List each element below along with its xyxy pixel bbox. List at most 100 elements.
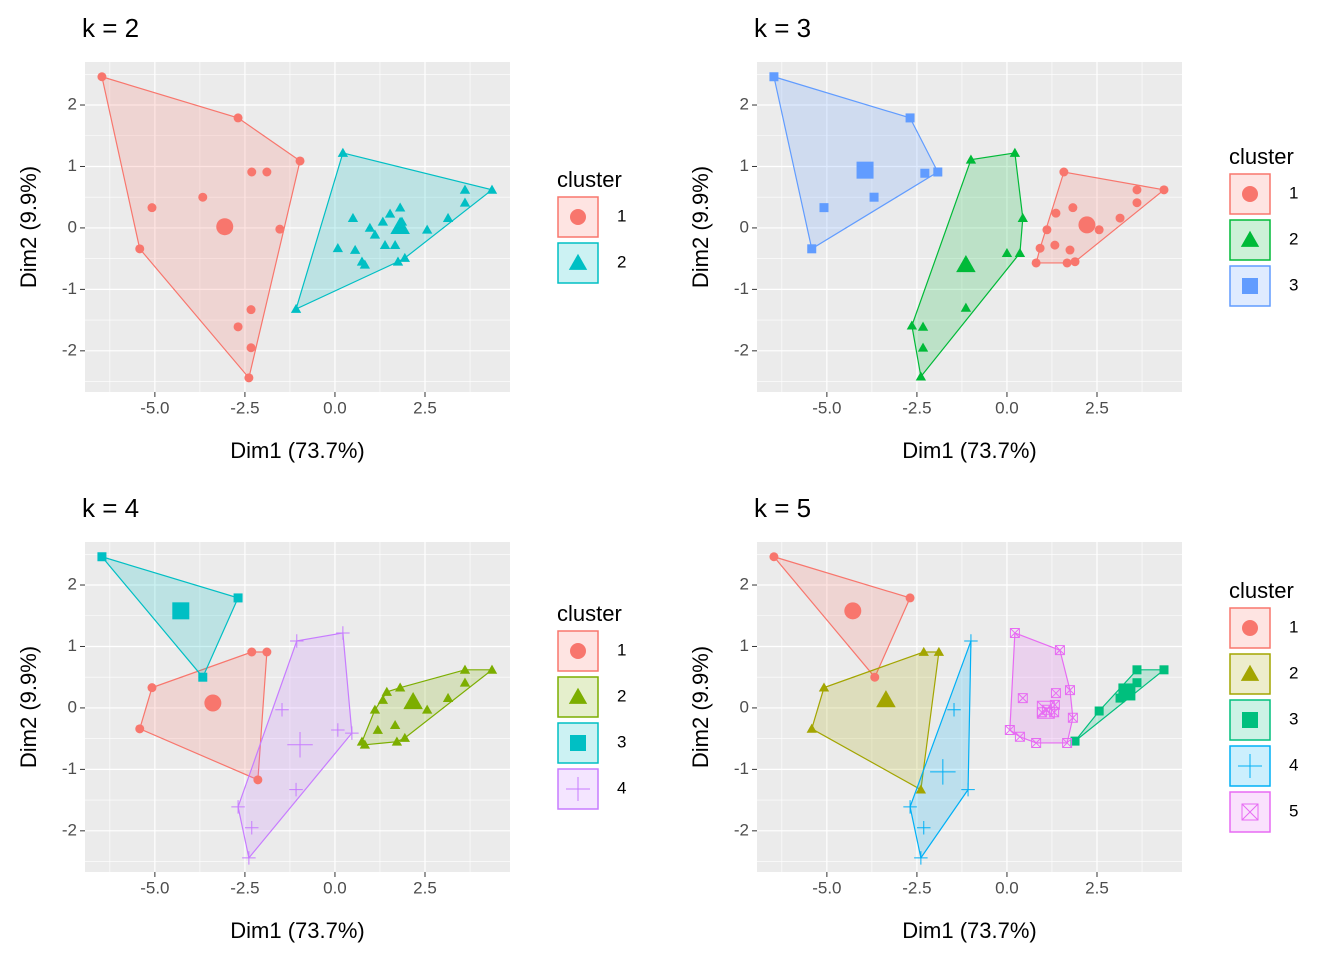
cluster-hull [101, 75, 301, 380]
point [1004, 725, 1015, 736]
point [459, 664, 471, 674]
legend-label: 3 [1289, 275, 1298, 294]
legend-label: 2 [617, 686, 626, 705]
point [147, 203, 157, 213]
point [1014, 731, 1025, 742]
point [1001, 247, 1013, 257]
point [295, 156, 305, 166]
panel: -5.0 -2.5 0.0 2.5 -2 -1 0 1 2 k = 5 Dim1 (73.7%) Di… [688, 493, 1299, 943]
point [1070, 257, 1080, 267]
point [135, 244, 145, 254]
legend-label: 1 [617, 640, 626, 659]
point [459, 677, 471, 687]
y-axis-title: Dim2 (9.9%) [16, 646, 41, 768]
point [275, 224, 285, 234]
x-tick-label: -5.0 [812, 398, 841, 417]
chart-title: k = 3 [754, 13, 811, 43]
point [1068, 203, 1078, 213]
y-tick-label: -1 [734, 759, 749, 778]
point [1050, 240, 1060, 250]
point [247, 167, 257, 177]
centroid [956, 255, 976, 273]
point [1067, 712, 1078, 723]
point [231, 800, 245, 814]
y-tick-label: 1 [68, 636, 77, 655]
point [917, 821, 931, 835]
y-tick-label: 2 [68, 575, 77, 594]
legend-label: 4 [1289, 755, 1298, 774]
point [369, 229, 381, 239]
point [372, 724, 383, 734]
point [246, 343, 256, 353]
legend-label: 2 [617, 252, 626, 271]
point [807, 244, 817, 254]
centroid [844, 602, 862, 620]
legend-label: 3 [617, 732, 626, 751]
point [459, 197, 471, 207]
point [1051, 208, 1061, 218]
point [242, 851, 256, 865]
point [1050, 688, 1061, 699]
point [1070, 736, 1080, 746]
point [1064, 685, 1075, 696]
point [377, 694, 389, 704]
y-tick-label: 1 [740, 636, 749, 655]
x-tick-label: -5.0 [812, 878, 841, 897]
centroid [287, 732, 313, 758]
point [244, 373, 254, 383]
point [1094, 225, 1104, 235]
x-tick-label: 2.5 [1085, 398, 1109, 417]
x-axis-title: Dim1 (73.7%) [230, 918, 364, 943]
legend-label: 1 [617, 206, 626, 225]
point [915, 371, 927, 381]
point [1062, 737, 1073, 748]
x-tick-label: 2.5 [1085, 878, 1109, 897]
centroid [172, 602, 190, 620]
point [262, 167, 272, 177]
x-tick-label: -5.0 [140, 878, 169, 897]
point [369, 704, 381, 714]
chart-title: k = 2 [82, 13, 139, 43]
point [377, 216, 389, 226]
y-tick-label: 2 [740, 575, 749, 594]
legend-title: cluster [1229, 144, 1294, 169]
cluster-hull [772, 555, 911, 679]
x-tick-label: -2.5 [902, 398, 931, 417]
point [394, 202, 406, 212]
point [1031, 737, 1042, 748]
centroid [1078, 216, 1096, 234]
legend-title: cluster [557, 167, 622, 192]
centroid [930, 759, 956, 785]
legend-symbol [1238, 754, 1262, 778]
plot-background [757, 62, 1182, 392]
point [1065, 245, 1075, 255]
legend-title: cluster [557, 601, 622, 626]
point [915, 784, 927, 794]
y-tick-label: 2 [68, 95, 77, 114]
x-tick-label: -2.5 [230, 398, 259, 417]
legend-symbol [568, 687, 588, 704]
centroid [876, 690, 896, 708]
point [917, 321, 929, 331]
x-tick-label: -2.5 [230, 878, 259, 897]
point [1115, 213, 1125, 223]
y-tick-label: 0 [68, 697, 77, 716]
point [147, 683, 157, 693]
centroid [1036, 700, 1055, 719]
point [965, 154, 977, 164]
point [905, 593, 915, 603]
y-axis-title: Dim2 (9.9%) [16, 166, 41, 288]
centroid [216, 218, 234, 236]
point [442, 692, 454, 702]
point [818, 682, 830, 692]
point [1042, 225, 1052, 235]
point [384, 208, 396, 218]
panel: -5.0 -2.5 0.0 2.5 -2 -1 0 1 2 k = 4 Dim1 (73.7%) Di… [16, 493, 627, 943]
point [356, 736, 368, 746]
legend-symbol [570, 643, 586, 659]
x-tick-label: 0.0 [995, 878, 1019, 897]
point [1014, 247, 1026, 257]
x-tick-label: -5.0 [140, 398, 169, 417]
point [1094, 706, 1104, 716]
point [1035, 243, 1045, 253]
